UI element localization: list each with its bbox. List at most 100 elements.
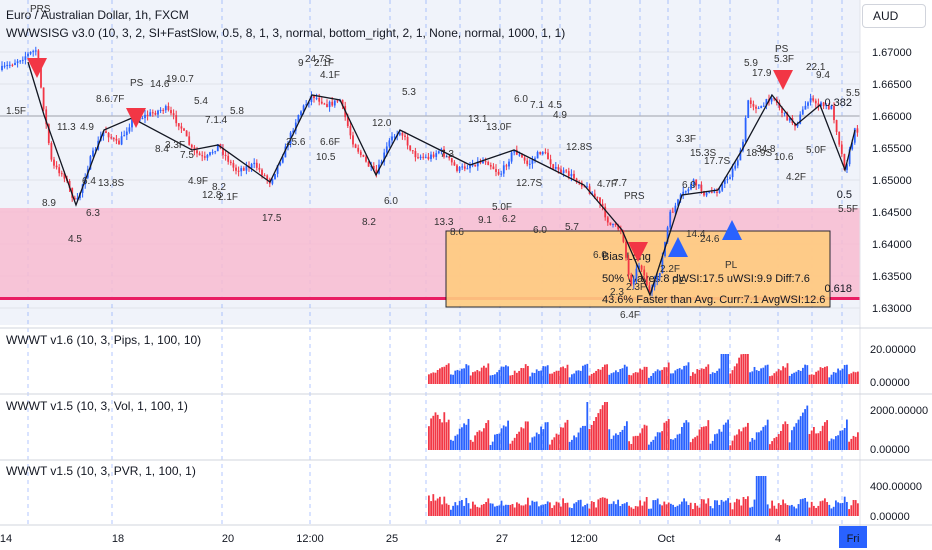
candle-body bbox=[695, 179, 698, 186]
ps-signal-arrow[interactable] bbox=[27, 58, 47, 78]
pips-bar bbox=[434, 372, 437, 384]
pvr-bar bbox=[729, 502, 732, 516]
pvr-bar bbox=[654, 500, 657, 516]
wave-label: 8.2 bbox=[362, 217, 376, 228]
pvr-bar bbox=[500, 500, 503, 516]
pvr-bar bbox=[700, 499, 703, 516]
candle-body bbox=[422, 156, 425, 158]
candle-body bbox=[609, 222, 612, 225]
volume-bar bbox=[630, 443, 633, 450]
candle-body bbox=[216, 144, 219, 152]
candle-body bbox=[144, 114, 146, 119]
pips-bar bbox=[619, 369, 622, 384]
pips-bar bbox=[656, 369, 659, 384]
wave-label: 4.5 bbox=[548, 100, 562, 111]
volume-bar bbox=[553, 437, 556, 450]
candle-body bbox=[833, 105, 835, 121]
volume-bar bbox=[672, 439, 674, 450]
current-time-marker[interactable] bbox=[839, 526, 867, 548]
pl-signal-arrow[interactable] bbox=[668, 237, 688, 257]
pvr-bar bbox=[623, 503, 626, 516]
pips-bar bbox=[489, 375, 492, 384]
pvr-bar bbox=[788, 505, 791, 516]
volume-bar bbox=[650, 441, 652, 450]
prs-signal-arrow[interactable] bbox=[628, 242, 648, 262]
pvr-bar bbox=[841, 502, 844, 516]
volume-bar bbox=[443, 412, 446, 450]
pvr-bar bbox=[806, 501, 809, 516]
pvr-bar bbox=[441, 504, 443, 516]
pvr-bar bbox=[450, 509, 452, 516]
pips-bar bbox=[676, 368, 679, 384]
candle-body bbox=[232, 162, 235, 168]
candle-body bbox=[528, 163, 531, 165]
candle-body bbox=[318, 97, 321, 102]
volume-bar bbox=[634, 435, 637, 450]
candle-body bbox=[53, 159, 55, 166]
candle-body bbox=[807, 102, 809, 106]
wave-label: 5.4 bbox=[194, 96, 208, 107]
pvr-bar bbox=[817, 505, 820, 516]
candle-body bbox=[482, 161, 484, 164]
pvr-bar bbox=[456, 505, 459, 516]
pips-bar bbox=[810, 374, 813, 384]
pips-bar bbox=[694, 373, 696, 384]
pvr-bar bbox=[821, 500, 824, 516]
time-label: 27 bbox=[496, 533, 508, 545]
ps-label: PS bbox=[775, 44, 789, 55]
wave-label: 6.6F bbox=[320, 137, 340, 148]
candle-body bbox=[508, 161, 510, 167]
pips-bar bbox=[689, 375, 692, 384]
candle-body bbox=[575, 178, 578, 183]
pips-bar bbox=[742, 354, 745, 384]
candle-body bbox=[471, 164, 474, 166]
pips-bar bbox=[764, 365, 767, 384]
wave-label: 5.0F bbox=[806, 145, 826, 156]
pvr-bar bbox=[467, 503, 470, 516]
pl-signal-arrow[interactable] bbox=[722, 220, 742, 240]
volume-bar bbox=[555, 433, 558, 450]
pane-1-title[interactable]: WWWT v1.6 (10, 3, Pips, 1, 100, 10) bbox=[6, 333, 202, 347]
candle-body bbox=[521, 154, 523, 158]
pane-2-title[interactable]: WWWT v1.5 (10, 3, Vol, 1, 100, 1) bbox=[6, 399, 188, 413]
pvr-bar bbox=[824, 498, 826, 516]
pips-bar bbox=[588, 375, 591, 384]
candle-body bbox=[489, 165, 492, 167]
pvr-bar bbox=[628, 505, 630, 516]
candle-body bbox=[19, 60, 22, 62]
candle-body bbox=[690, 184, 692, 190]
pane-2-tick: 2000.00000 bbox=[870, 405, 928, 417]
pvr-bar bbox=[656, 498, 659, 516]
volume-bar bbox=[839, 430, 842, 450]
pane-3-title[interactable]: WWWT v1.5 (10, 3, PVR, 1, 100, 1) bbox=[6, 464, 196, 478]
candle-body bbox=[687, 189, 690, 192]
wave-label: 22.1 bbox=[806, 62, 826, 73]
wave-label: 6.4 bbox=[82, 176, 96, 187]
pvr-bar bbox=[645, 497, 648, 516]
pvr-bar bbox=[509, 504, 512, 516]
ps-signal-arrow[interactable] bbox=[126, 108, 146, 128]
pips-bar bbox=[733, 366, 736, 384]
pips-bar bbox=[639, 368, 641, 384]
pvr-bar bbox=[683, 498, 685, 516]
candle-body bbox=[635, 268, 638, 280]
price-tick: 1.66500 bbox=[872, 79, 912, 91]
pips-bar bbox=[784, 367, 787, 384]
candle-body bbox=[500, 173, 503, 175]
currency-button[interactable]: AUD bbox=[862, 4, 926, 28]
wave-label: 7.3 bbox=[440, 149, 454, 160]
pips-bar bbox=[722, 354, 725, 384]
pvr-bar bbox=[639, 500, 641, 516]
ps-signal-arrow[interactable] bbox=[773, 70, 793, 90]
candle-body bbox=[731, 168, 734, 178]
candle-body bbox=[729, 177, 731, 180]
pips-bar bbox=[817, 370, 820, 384]
indicator-title[interactable]: WWWSISG v3.0 (10, 3, 2, SI+FastSlow, 0.5… bbox=[6, 26, 566, 40]
candle-body bbox=[648, 285, 651, 292]
wave-label: 6.0 bbox=[514, 94, 528, 105]
pvr-bar bbox=[689, 502, 692, 516]
pvr-bar bbox=[540, 505, 542, 516]
pips-bar bbox=[797, 369, 800, 384]
volume-bar bbox=[454, 435, 457, 450]
